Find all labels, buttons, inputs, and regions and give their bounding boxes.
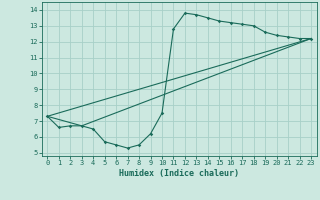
X-axis label: Humidex (Indice chaleur): Humidex (Indice chaleur) <box>119 169 239 178</box>
